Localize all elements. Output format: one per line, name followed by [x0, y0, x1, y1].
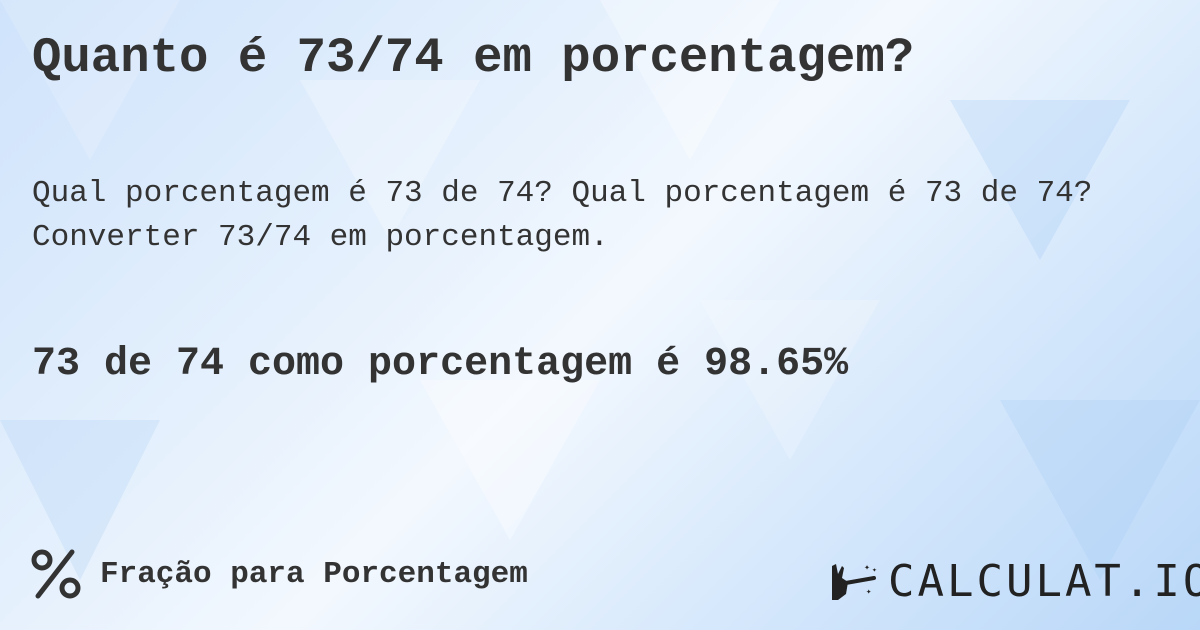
page-title: Quanto é 73/74 em porcentagem? [32, 30, 915, 86]
result-text: 73 de 74 como porcentagem é 98.65% [32, 342, 849, 387]
svg-text:✦: ✦ [864, 563, 870, 574]
magic-hand-icon: ✦ ✦ ✦ [832, 563, 877, 600]
svg-text:✦: ✦ [866, 587, 872, 597]
footer-category: Fração para Porcentagem [30, 548, 528, 600]
percent-icon [31, 549, 81, 599]
logo-text: CALCULAT.IO [888, 556, 1200, 607]
logo: ✦ ✦ ✦ CALCULAT.IO [828, 556, 1200, 607]
description: Qual porcentagem é 73 de 74? Qual porcen… [32, 176, 1093, 255]
svg-text:✦: ✦ [872, 566, 877, 575]
category-label: Fração para Porcentagem [100, 556, 528, 592]
